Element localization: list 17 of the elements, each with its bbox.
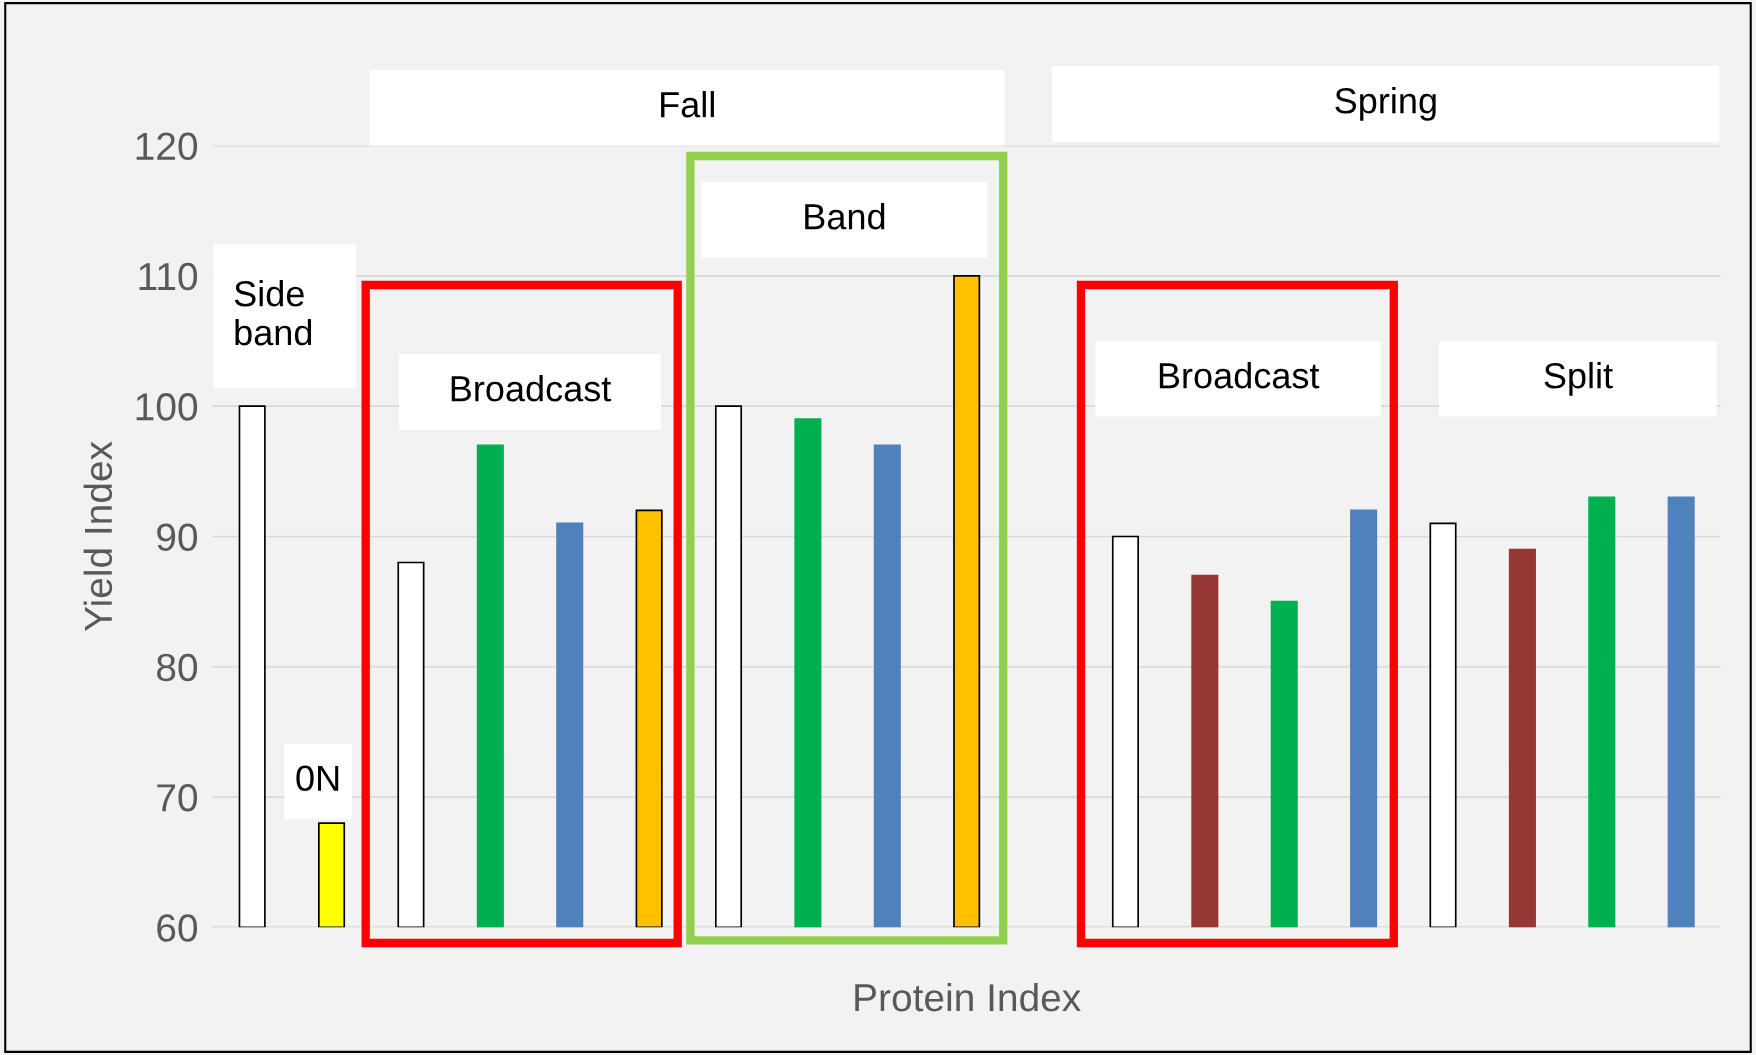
y-tick-label: 80 bbox=[157, 653, 198, 682]
annotation: Side band bbox=[234, 279, 312, 346]
text: Spring bbox=[1335, 87, 1436, 121]
y-tick-label: 120 bbox=[136, 132, 198, 161]
y-tick-label: 70 bbox=[157, 783, 198, 812]
y-tick-label: 110 bbox=[139, 262, 198, 291]
annotation: Broadcast bbox=[1159, 361, 1320, 389]
x-axis-title: Protein Index bbox=[855, 982, 1081, 1012]
annotation: 0N bbox=[296, 765, 339, 792]
annotation: Band bbox=[805, 203, 885, 230]
y-tick-label: 60 bbox=[157, 914, 198, 942]
text: Fall bbox=[661, 90, 714, 118]
y-tick-label: 90 bbox=[157, 523, 198, 551]
y-axis-title: Yield Index bbox=[83, 441, 113, 632]
annotation: Split bbox=[1544, 361, 1613, 396]
annotation: Broadcast bbox=[451, 375, 612, 402]
y-tick-label: 100 bbox=[136, 393, 198, 421]
